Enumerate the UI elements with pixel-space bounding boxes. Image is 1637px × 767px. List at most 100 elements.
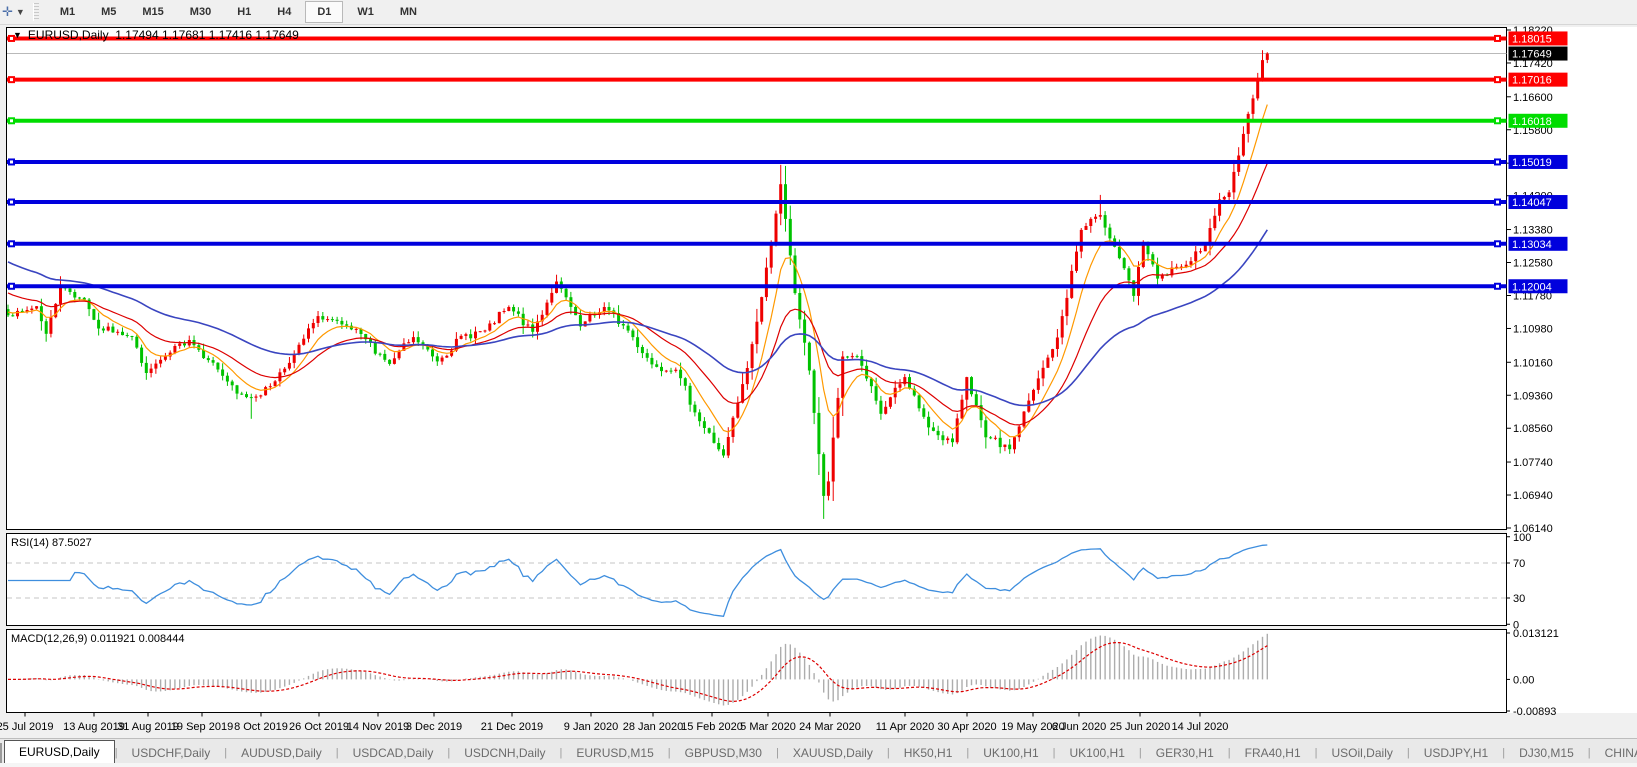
candle-body	[1008, 444, 1012, 450]
chevron-down-icon: ▼	[15, 7, 25, 17]
candle-body	[1175, 266, 1179, 268]
candle-body	[1036, 378, 1040, 390]
candle-body	[221, 369, 225, 376]
chart-tab-eurusd-m15[interactable]: EURUSD,M15	[576, 746, 654, 760]
candle-body	[683, 378, 687, 386]
price-badge-label: 1.13034	[1512, 239, 1552, 251]
timeframe-button-m1[interactable]: M1	[59, 6, 76, 18]
candle-body	[669, 370, 673, 372]
tab-divider: |	[1314, 747, 1318, 759]
timeframe-button-h1[interactable]: H1	[237, 6, 252, 18]
candle-body	[607, 307, 611, 311]
chart-tab-ger30-h1[interactable]: GER30,H1	[1155, 746, 1214, 760]
candle-body	[798, 293, 802, 320]
candle-body	[302, 338, 306, 345]
candle-body	[855, 356, 859, 358]
candle-body	[722, 449, 725, 456]
price-tick-label: 1.16600	[1513, 92, 1553, 104]
price-axis[interactable]: 1.182201.174201.166001.158001.149901.142…	[1506, 25, 1568, 535]
candle-body	[693, 404, 697, 413]
chart-tab-xauusd-daily[interactable]: XAUUSD,Daily	[792, 746, 873, 760]
candle-body	[1151, 254, 1155, 265]
candle-body	[149, 368, 153, 373]
chart-tools-button[interactable]: ✛ ▼	[0, 1, 29, 23]
rsi-scale-label: 100	[1513, 532, 1531, 544]
chart-tab-usdjpy-h1[interactable]: USDJPY,H1	[1423, 746, 1489, 760]
candle-body	[755, 321, 759, 345]
candle-body	[726, 437, 730, 456]
candle-body	[106, 326, 110, 331]
date-tick-label: 11 Apr 2020	[876, 721, 935, 733]
date-tick-label: 21 Dec 2019	[481, 721, 543, 733]
chart-tab-usdcad-daily[interactable]: USDCAD,Daily	[352, 746, 434, 760]
toolbar-grip[interactable]	[32, 3, 39, 21]
candle-body	[183, 343, 186, 346]
line-handle-center	[10, 36, 13, 40]
candle-body	[626, 325, 630, 331]
candle-body	[826, 481, 830, 496]
chart-tab-uk100-h1[interactable]: UK100,H1	[1069, 746, 1125, 760]
candle-body	[884, 406, 888, 414]
macd-indicator-label: MACD(12,26,9) 0.011921 0.008444	[11, 633, 185, 645]
toolbar: ✛ ▼ M1 M5 M15 M30 H1 H4 D1 W1 MN	[0, 0, 1637, 25]
price-tick-label: 1.10160	[1513, 357, 1553, 369]
candle-body	[125, 335, 129, 336]
chart-tab-uk100-h1[interactable]: UK100,H1	[983, 746, 1039, 760]
price-tick-label: 1.06940	[1513, 490, 1553, 502]
candle-body	[879, 400, 883, 414]
candle-body	[135, 336, 139, 348]
candle-body	[998, 437, 1002, 448]
line-handle-center	[10, 78, 13, 82]
candle-body	[497, 311, 501, 324]
candle-body	[121, 331, 124, 336]
candle-body	[206, 358, 210, 361]
timeframe-button-m15[interactable]: M15	[142, 6, 164, 18]
collapse-triangle-icon[interactable]: ▼	[13, 30, 22, 40]
candle-body	[1208, 228, 1212, 246]
chart-tab-dj30-m15[interactable]: DJ30,M15	[1519, 746, 1574, 760]
candle-body	[311, 323, 315, 329]
candle-body	[82, 297, 86, 300]
chart-tab-usdcnh-daily[interactable]: USDCNH,Daily	[464, 746, 546, 760]
candle-body	[640, 347, 644, 354]
chart-tab-fra40-h1[interactable]: FRA40,H1	[1244, 746, 1301, 760]
candle-body	[788, 218, 792, 256]
timeframe-button-h4[interactable]: H4	[277, 6, 292, 18]
candle-body	[741, 384, 745, 403]
chart-tab-hk50-h1[interactable]: HK50,H1	[903, 746, 953, 760]
candle-body	[674, 369, 678, 371]
tab-divider: |	[886, 747, 890, 759]
candle-body	[20, 310, 24, 312]
timeframe-button-d1[interactable]: D1	[305, 1, 344, 23]
chart-tab-usoil-daily[interactable]: USOil,Daily	[1331, 746, 1393, 760]
chart-tab-china300-h4[interactable]: CHINA300,H4	[1604, 746, 1637, 760]
chart-tab-audusd-daily[interactable]: AUDUSD,Daily	[241, 746, 322, 760]
chart-tab-gbpusd-m30[interactable]: GBPUSD,M30	[684, 746, 762, 760]
candle-body	[526, 324, 530, 326]
date-tick-label: 15 Feb 2020	[681, 721, 743, 733]
timeframe-button-mn[interactable]: MN	[399, 6, 417, 18]
macd-scale[interactable]: 0.013121 0.00 -0.00893	[1506, 628, 1559, 718]
candle-body	[717, 443, 721, 450]
tab-divider: |	[559, 747, 563, 759]
timeframe-button-w1[interactable]: W1	[357, 6, 374, 18]
candle-body	[1117, 246, 1121, 259]
candle-body	[760, 297, 764, 322]
candle-body	[645, 353, 649, 358]
candle-body	[793, 255, 797, 294]
chart-tab-eurusd-daily[interactable]: EURUSD,Daily	[4, 740, 115, 764]
candle-body	[903, 377, 907, 385]
candle-body	[440, 357, 444, 362]
chart-tab-usdchf-daily[interactable]: USDCHF,Daily	[131, 746, 211, 760]
candle-body	[817, 412, 821, 455]
candle-body	[292, 354, 296, 363]
timeframe-button-m30[interactable]: M30	[189, 6, 212, 18]
line-handle-center	[10, 119, 13, 123]
timeframe-button-m5[interactable]: M5	[101, 6, 117, 18]
candle-body	[101, 328, 105, 331]
candle-body	[731, 417, 735, 437]
candle-body	[335, 319, 339, 321]
candle-body	[388, 359, 392, 364]
